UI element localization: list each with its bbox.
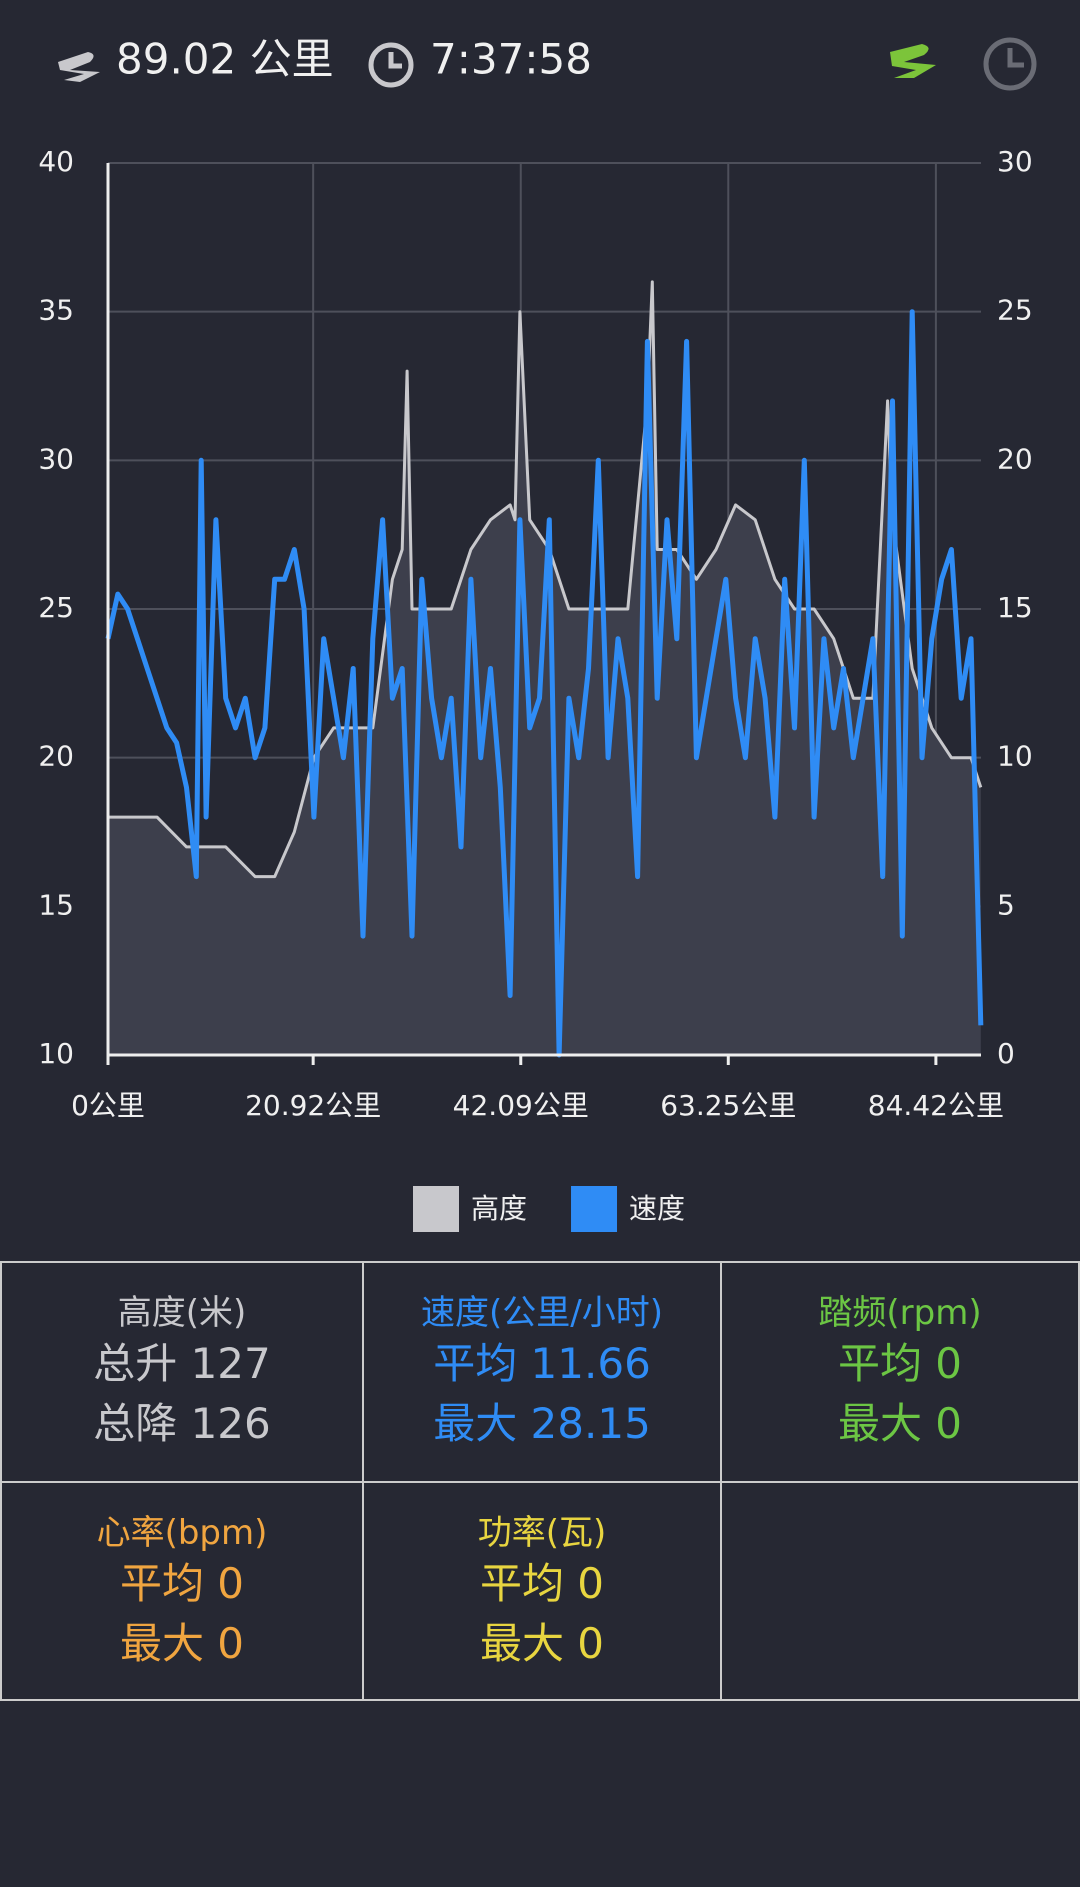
stat-cell: 高度(米) 总升 127 总降 126: [0, 1261, 362, 1481]
stat-cell: 功率(瓦) 平均 0 最大 0: [362, 1481, 720, 1701]
legend-label: 高度: [471, 1192, 527, 1225]
stat-cell: [720, 1481, 1080, 1701]
time-mode-button[interactable]: [983, 37, 1037, 91]
y-tick-label: 15: [38, 888, 74, 921]
stat-value: 总降 126: [93, 1399, 271, 1448]
y-tick-label: 10: [38, 1037, 74, 1070]
x-tick-label: 84.42公里: [868, 1089, 1004, 1122]
distance-mode-button[interactable]: [890, 44, 936, 78]
stat-title: 速度(公里/小时): [421, 1293, 663, 1333]
stat-title: 功率(瓦): [477, 1513, 607, 1553]
distance: 89.02 公里: [116, 35, 334, 84]
y-tick-label: 35: [38, 294, 74, 327]
y2-tick-label: 5: [997, 888, 1015, 921]
stat-value: 平均 11.66: [433, 1339, 651, 1388]
y2-tick-label: 10: [997, 740, 1033, 773]
stat-cell: 踏频(rpm) 平均 0 最大 0: [720, 1261, 1080, 1481]
elapsed-time[interactable]: 7:37:58: [430, 35, 592, 84]
y2-tick-label: 20: [997, 442, 1033, 475]
area: [108, 281, 981, 1055]
stat-title: 心率(bpm): [96, 1513, 268, 1553]
y-tick-label: 40: [38, 145, 74, 178]
stat-value: 平均 0: [837, 1339, 963, 1388]
stat-value: 最大 0: [837, 1399, 963, 1448]
legend-label: 速度: [629, 1192, 685, 1225]
x-tick-label: 20.92公里: [245, 1089, 381, 1122]
y2-tick-label: 25: [997, 294, 1033, 327]
stat-title: 踏频(rpm): [818, 1293, 982, 1333]
stat-title: 高度(米): [117, 1293, 247, 1333]
stat-value: 平均 0: [479, 1559, 605, 1608]
stat-cell: 速度(公里/小时) 平均 11.66 最大 28.15: [362, 1261, 720, 1481]
y2-tick-label: 15: [997, 591, 1033, 624]
legend-swatch: [571, 1186, 618, 1232]
distance-icon: [58, 52, 100, 82]
y2-tick-label: 0: [997, 1037, 1015, 1070]
stat-value: 总升 127: [93, 1339, 271, 1388]
x-tick-label: 0公里: [71, 1089, 145, 1122]
line: [105, 309, 984, 1058]
clock-icon: [368, 42, 414, 88]
stat-value: 平均 0: [119, 1559, 245, 1608]
y2-tick-label: 30: [997, 145, 1033, 178]
y-tick-label: 20: [38, 740, 74, 773]
stat-value: 最大 28.15: [433, 1399, 651, 1448]
stat-value: 最大 0: [479, 1619, 605, 1668]
chart: 89.02 公里 7:37:58 10 15 20 25 30 35 40 0 5 10 15 20 2…: [38, 35, 1037, 1232]
y-tick-label: 30: [38, 442, 74, 475]
legend-swatch: [413, 1186, 459, 1232]
x-tick-label: 42.09公里: [453, 1089, 589, 1122]
stat-value: 最大 0: [119, 1619, 245, 1668]
y-tick-label: 25: [38, 591, 74, 624]
stat-cell: 心率(bpm) 平均 0 最大 0: [0, 1481, 362, 1701]
x-tick-label: 63.25公里: [660, 1089, 796, 1122]
